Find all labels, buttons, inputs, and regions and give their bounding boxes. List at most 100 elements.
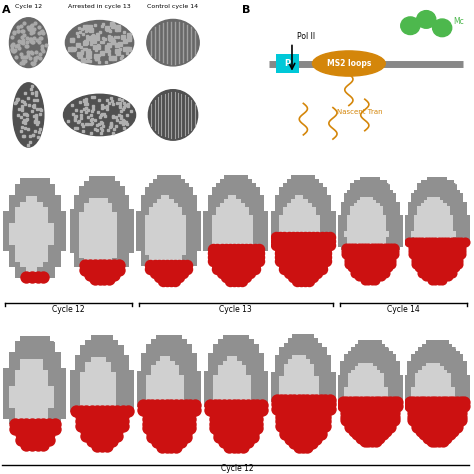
Point [98,412,106,420]
Point [210,221,217,228]
Point [350,364,357,371]
Point [384,207,392,214]
Point [387,219,395,227]
Point [251,233,258,241]
Point [171,245,179,253]
Point [182,369,190,377]
Point [114,417,121,425]
Point [445,191,452,199]
Point [23,230,30,237]
Point [119,238,127,246]
Point [304,358,311,365]
Point [383,384,390,392]
Point [384,210,392,217]
Point [352,188,359,195]
Point [167,360,175,367]
Point [220,410,228,418]
Point [355,260,363,268]
Point [293,201,301,209]
Point [230,189,238,197]
Point [146,265,154,273]
Point [159,265,166,273]
Point [187,406,194,413]
Point [374,203,382,211]
Point [297,253,305,261]
Point [374,263,382,271]
Point [277,253,284,261]
Point [299,426,307,434]
Point [453,367,461,374]
Point [305,237,313,245]
Point [312,379,320,387]
Point [317,383,325,391]
Point [432,251,439,258]
Point [163,388,170,395]
Point [435,254,443,261]
Point [98,432,106,440]
Point [441,273,449,280]
Point [361,219,369,227]
Point [243,249,250,256]
Point [163,181,171,189]
Point [109,437,116,445]
Point [387,222,395,230]
Point [246,217,254,225]
Point [305,229,313,237]
Point [304,379,311,387]
Point [225,378,233,386]
Point [445,194,452,201]
Point [317,409,325,417]
Point [167,337,175,345]
Point [249,434,256,441]
Point [354,392,361,399]
Point [350,360,357,367]
Point [374,222,382,230]
Point [249,374,256,382]
Point [163,237,171,245]
Point [361,367,368,374]
Ellipse shape [148,90,198,140]
Point [17,230,25,237]
Point [222,217,229,225]
Point [158,410,165,418]
Point [308,362,316,370]
Point [118,377,126,385]
Point [39,246,47,254]
Point [379,388,387,396]
Point [144,356,151,363]
Point [222,241,229,248]
Point [446,395,454,403]
Point [163,378,170,386]
Point [435,356,443,364]
Point [352,251,359,258]
Point [172,360,180,367]
Point [422,197,429,205]
Point [301,225,309,233]
Point [88,353,95,360]
Point [158,420,165,428]
Point [180,253,187,261]
Point [191,388,199,395]
Point [435,257,443,264]
Point [115,220,122,228]
Point [361,201,369,208]
Point [163,410,170,418]
Point [428,353,436,361]
Point [159,273,166,281]
Point [218,237,225,245]
Point [321,375,329,383]
Point [445,222,452,230]
Point [277,201,284,209]
Point [105,238,113,246]
Point [365,384,372,392]
Point [368,201,375,208]
Point [39,263,47,270]
Point [343,416,350,424]
Text: Cycle 14: Cycle 14 [387,305,420,314]
Point [435,238,443,246]
Point [23,186,30,194]
Point [159,261,166,269]
Point [234,181,242,189]
Point [155,201,163,209]
Point [225,392,233,400]
